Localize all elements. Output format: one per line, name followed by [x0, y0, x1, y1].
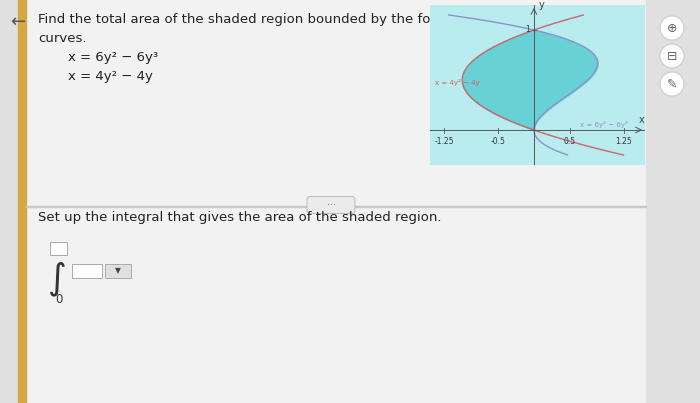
Text: y: y: [538, 0, 544, 10]
Text: ✎: ✎: [666, 77, 678, 91]
Text: ···: ···: [326, 200, 335, 210]
Text: ←: ←: [10, 13, 25, 31]
Text: -1.25: -1.25: [435, 137, 454, 146]
Bar: [18, 0, 26, 403]
FancyBboxPatch shape: [307, 197, 355, 214]
Text: Set up the integral that gives the area of the shaded region.: Set up the integral that gives the area …: [38, 211, 442, 224]
Bar: [26, 206, 646, 207]
Text: Find the total area of the shaded region bounded by the following
curves.: Find the total area of the shaded region…: [38, 13, 477, 45]
Text: ∫: ∫: [48, 261, 67, 296]
Text: x = 4y² − 4y: x = 4y² − 4y: [68, 70, 153, 83]
Text: ▼: ▼: [115, 266, 121, 276]
Text: ⊕: ⊕: [666, 21, 678, 35]
Text: -0.5: -0.5: [491, 137, 505, 146]
Bar: [646, 0, 700, 403]
Circle shape: [660, 44, 684, 68]
Circle shape: [660, 72, 684, 96]
Text: 0: 0: [55, 293, 62, 306]
Bar: [72, 264, 102, 278]
Text: x = 6y² − 6y³: x = 6y² − 6y³: [580, 120, 629, 127]
Text: 0.5: 0.5: [564, 137, 576, 146]
Text: x = 6y² − 6y³: x = 6y² − 6y³: [68, 51, 158, 64]
Text: 1: 1: [525, 25, 530, 35]
Text: x: x: [638, 115, 644, 125]
Bar: [105, 264, 131, 278]
Text: ⊟: ⊟: [666, 50, 678, 62]
Bar: [26, 0, 646, 403]
Bar: [50, 242, 67, 255]
Text: x = 4y² − 4y: x = 4y² − 4y: [435, 79, 480, 85]
Circle shape: [660, 16, 684, 40]
Text: 1.25: 1.25: [615, 137, 632, 146]
